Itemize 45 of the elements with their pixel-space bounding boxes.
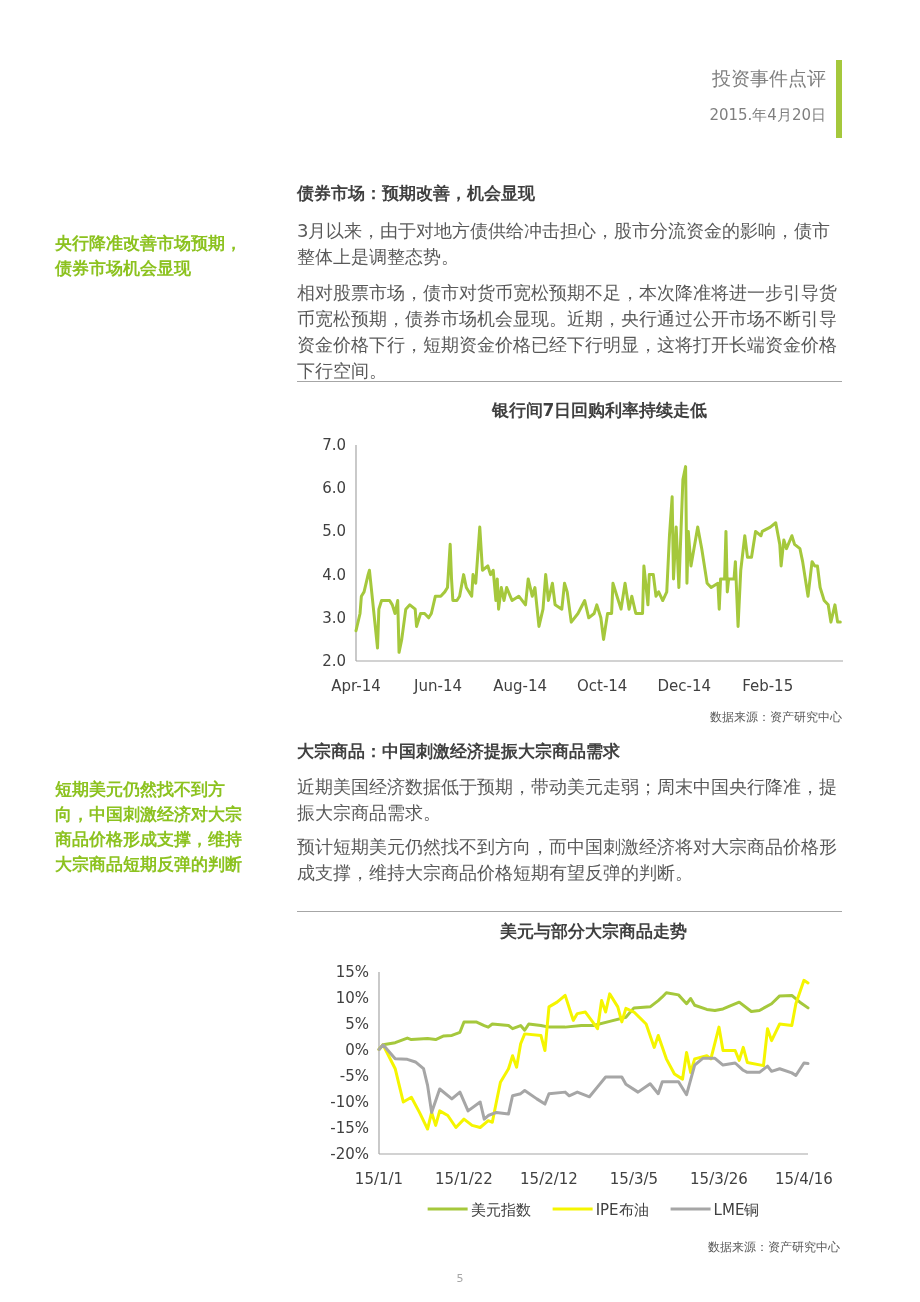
y-tick-label: 2.0 (322, 652, 346, 670)
legend-label: IPE布油 (595, 1200, 649, 1219)
x-tick-label: 15/4/16 (775, 1170, 833, 1188)
x-tick-label: 15/1/1 (354, 1170, 404, 1188)
text: 预计短期美元仍然找不到方向，而中国刺激经济将对大宗商品价格形成支撑，维持大宗商品价格短期有望反弹的判断。 (297, 835, 838, 885)
legend-label: 美元指数 (470, 1200, 531, 1219)
text: 央行降准改善市场预期，债券市场机会显现 (55, 232, 243, 280)
y-tick-label: -15% (330, 1119, 369, 1137)
y-tick-label: 15% (335, 963, 369, 981)
x-tick-label: 15/2/12 (520, 1170, 578, 1188)
y-tick-label: 5% (345, 1015, 369, 1033)
chart-title: 美元与部分大宗商品走势 (499, 921, 687, 941)
x-tick-label: 15/3/5 (609, 1170, 659, 1188)
x-tick-label: Dec-14 (657, 677, 712, 695)
x-tick-label: Jun-14 (413, 677, 463, 695)
y-tick-label: 10% (335, 989, 369, 1007)
source-note: 数据来源：资产研究中心 (710, 710, 842, 724)
x-tick-label: 15/3/26 (690, 1170, 748, 1188)
y-tick-label: 0% (345, 1041, 369, 1059)
x-tick-label: 15/1/22 (435, 1170, 493, 1188)
text: 相对股票市场，债市对货币宽松预期不足，本次降准将进一步引导货币宽松预期，债券市场机会显现。近期，央行通过公开市场不断引导资金价格下行，短期资金价格已经下行明显，这将打开长端资金价格下行空间。 (297, 281, 838, 383)
y-tick-label: -5% (339, 1067, 369, 1085)
text: 短期美元仍然找不到方向，中国刺激经济对大宗商品价格形成支撑，维持大宗商品短期反弹的判断 (55, 778, 243, 876)
text: 债券市场：预期改善，机会显现 (297, 182, 535, 205)
text: 3月以来，由于对地方债供给冲击担心，股市分流资金的影响，债市整体上是调整态势。 (297, 219, 832, 269)
y-tick-label: -10% (330, 1093, 369, 1111)
x-tick-label: Oct-14 (576, 677, 628, 695)
text: 投资事件点评 (712, 66, 826, 91)
source-note: 数据来源：资产研究中心 (708, 1240, 840, 1254)
x-tick-label: Feb-15 (742, 677, 794, 695)
y-tick-label: 5.0 (322, 522, 346, 541)
y-tick-label: 7.0 (322, 436, 346, 454)
y-tick-label: 3.0 (322, 608, 346, 627)
y-tick-label: -20% (330, 1145, 369, 1163)
x-tick-label: Apr-14 (331, 677, 381, 695)
line-series (354, 465, 842, 654)
chart-title: 银行间7日回购利率持续走低 (490, 400, 708, 420)
legend-label: LME铜 (713, 1200, 760, 1219)
y-tick-label: 6.0 (322, 479, 346, 498)
y-tick-label: 4.0 (322, 565, 346, 584)
text: 2015.年4月20日 (709, 106, 826, 125)
text: 5 (455, 1272, 465, 1285)
text: 大宗商品：中国刺激经济提振大宗商品需求 (297, 740, 620, 763)
x-tick-label: Aug-14 (493, 677, 548, 695)
text: 近期美国经济数据低于预期，带动美元走弱；周末中国央行降准，提振大宗商品需求。 (297, 775, 838, 825)
